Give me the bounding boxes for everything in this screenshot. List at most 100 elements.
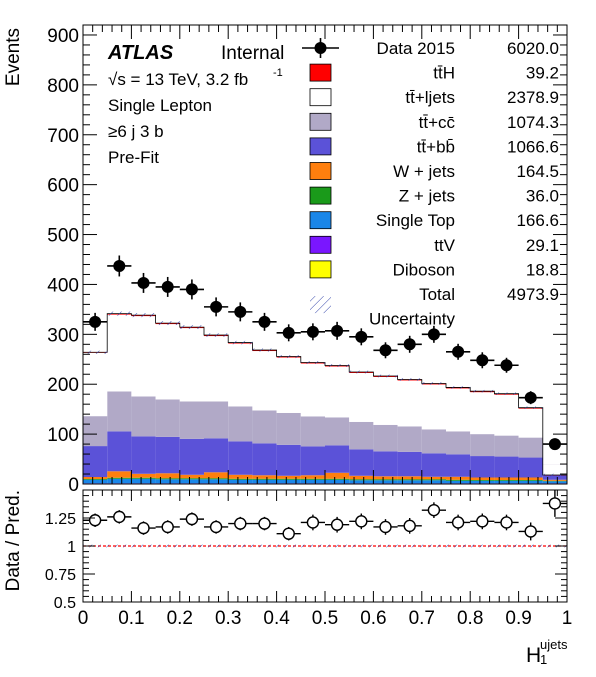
bar-segment — [373, 451, 397, 476]
ratio-point — [494, 515, 518, 531]
ratio-uncertainty-band — [156, 545, 180, 548]
data-point — [83, 313, 107, 331]
bar-segment — [325, 473, 349, 479]
x-tick-label: 0.2 — [167, 608, 193, 629]
legend-yield: 1066.6 — [507, 137, 559, 156]
data-point — [107, 255, 131, 276]
x-tick-label: 0.6 — [360, 608, 386, 629]
bar-segment — [470, 434, 494, 456]
bar-segment — [180, 475, 204, 478]
uncertainty-band — [325, 364, 349, 367]
bar-segment — [301, 480, 325, 483]
bar-segment — [107, 391, 131, 431]
bar-segment — [543, 480, 567, 481]
legend-yield: 18.8 — [526, 260, 559, 279]
bar-segment — [373, 377, 397, 425]
data-point — [373, 342, 397, 358]
uncertainty-band — [470, 390, 494, 392]
bar-segment — [494, 480, 518, 481]
bar-segment — [398, 380, 422, 426]
bar-segment — [373, 479, 397, 480]
bar-segment — [277, 476, 301, 479]
ratio-marker — [501, 517, 512, 528]
bar-segment — [373, 480, 397, 483]
bar-segment — [252, 475, 276, 478]
y-tick-label: 0 — [68, 475, 79, 496]
legend-swatch — [310, 261, 331, 278]
bar-segment — [277, 413, 301, 445]
legend-label: tt̄+cc̄ — [419, 113, 456, 132]
bar-segment — [519, 481, 543, 483]
data-marker — [210, 301, 222, 313]
data-marker — [307, 326, 319, 338]
bar-segment — [494, 436, 518, 457]
ratio-marker — [162, 521, 173, 532]
bar-segment — [228, 441, 252, 474]
bar-segment — [180, 401, 204, 438]
ratio-uncertainty-band — [180, 545, 204, 548]
ratio-marker — [525, 526, 536, 537]
legend-swatch — [310, 64, 331, 81]
ratio-point — [519, 522, 543, 540]
legend-swatch — [310, 187, 331, 204]
bar-segment — [470, 456, 494, 477]
uncertainty-band — [180, 325, 204, 329]
bar-segment — [252, 480, 276, 483]
data-point — [470, 352, 494, 368]
bar-segment — [131, 316, 155, 396]
ratio-point — [470, 514, 494, 530]
data-point — [180, 279, 204, 299]
bar-segment — [156, 437, 180, 473]
ratio-marker — [259, 518, 270, 529]
uncertainty-band — [228, 341, 252, 344]
uncertainty-band — [252, 348, 276, 351]
bar-segment — [228, 344, 252, 407]
x-tick-label: 0.8 — [457, 608, 483, 629]
bar-segment — [180, 439, 204, 475]
uncertainty-band — [83, 351, 107, 354]
ratio-point — [277, 527, 301, 540]
bar-segment — [156, 324, 180, 399]
ratio-uncertainty-band — [349, 545, 373, 548]
y-tick-label: 300 — [47, 325, 79, 346]
x-axis-title-sub: 1 — [540, 652, 547, 667]
bar-segment — [301, 475, 325, 478]
ratio-marker — [549, 498, 560, 509]
ratio-marker — [138, 523, 149, 534]
ratio-marker — [307, 517, 318, 528]
bar-segment — [349, 479, 373, 480]
data-marker — [162, 281, 174, 293]
y-tick-label: 800 — [47, 76, 79, 97]
bar-segment — [180, 478, 204, 479]
ratio-marker — [453, 517, 464, 528]
ratio-point — [83, 514, 107, 527]
data-point — [252, 313, 276, 331]
legend-entry: tt̄+cc̄ 1074.3 — [310, 113, 559, 132]
uncertainty-band — [446, 386, 470, 388]
data-marker — [452, 346, 464, 358]
legend-yield: 1074.3 — [507, 113, 559, 132]
bar-segment — [204, 478, 228, 479]
uncertainty-band — [301, 361, 325, 364]
legend-label: W + jets — [393, 162, 455, 181]
y-tick-label: 100 — [47, 425, 79, 446]
bar-segment — [494, 457, 518, 478]
uncertainty-band — [349, 371, 373, 374]
ratio-uncertainty-band — [301, 545, 325, 548]
data-marker — [331, 325, 343, 337]
legend-swatch — [310, 212, 331, 229]
ratio-uncertainty-band — [325, 545, 349, 548]
bar-segment — [301, 364, 325, 417]
x-axis-title-main: H — [526, 644, 541, 667]
ratio-y-axis-title: Data / Pred. — [3, 490, 24, 591]
bar-segment — [422, 477, 446, 479]
bar-segment — [156, 473, 180, 478]
bar-segment — [277, 445, 301, 476]
data-marker — [234, 306, 246, 318]
